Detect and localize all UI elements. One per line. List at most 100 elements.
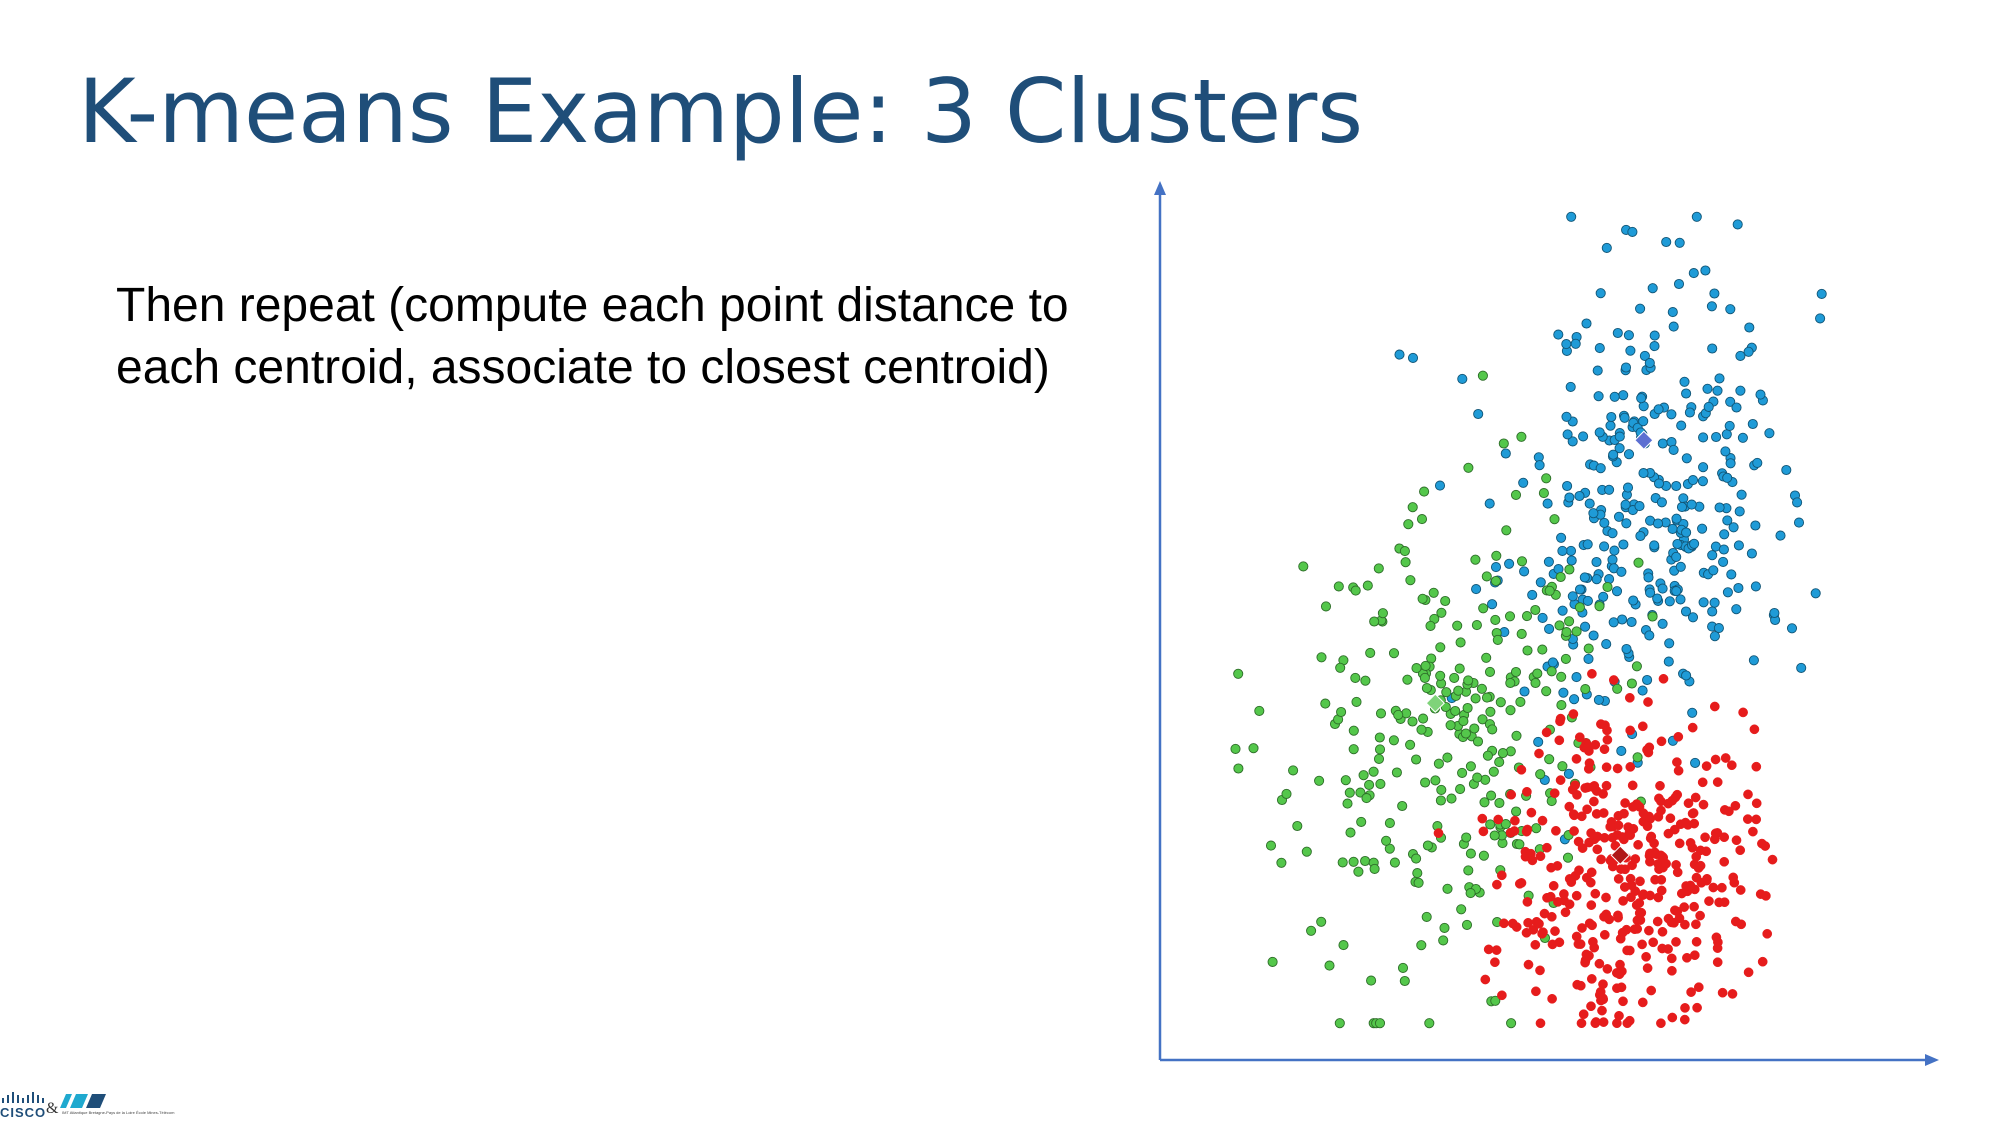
cluster-1-point [1735, 385, 1746, 396]
cluster-3-point [1493, 814, 1504, 825]
cluster-3-point [1691, 919, 1701, 930]
cluster-1-point [1722, 515, 1733, 526]
cluster-1-point [1623, 449, 1635, 460]
cluster-2-point [1407, 502, 1418, 513]
cluster-3-point [1688, 808, 1699, 818]
cluster-2-point [1388, 735, 1399, 746]
cluster-2-point [1470, 693, 1481, 704]
cluster-1-point [1582, 595, 1593, 606]
cluster-3-point [1656, 1018, 1666, 1029]
cluster-2-point [1430, 775, 1441, 786]
cluster-1-point [1744, 322, 1755, 333]
cluster-3-point [1537, 815, 1548, 826]
cluster-2-point [1337, 857, 1348, 868]
cluster-1-point [1407, 352, 1419, 363]
cluster-1-point [1563, 768, 1574, 779]
cluster-3-point [1700, 832, 1710, 843]
cluster-3-point [1680, 817, 1691, 828]
cluster-1-point [1810, 588, 1821, 599]
cluster-3-point [1599, 832, 1610, 843]
cluster-1-point [1652, 518, 1664, 529]
cluster-1-point [1815, 313, 1826, 324]
cluster-2-point [1411, 853, 1422, 864]
cluster-1-point [1471, 584, 1482, 595]
cluster-1-point [1562, 429, 1573, 440]
cluster-2-point [1442, 883, 1453, 894]
cluster-2-point [1419, 486, 1430, 497]
cluster-3-point [1555, 775, 1566, 785]
cluster-1-point [1709, 288, 1720, 299]
cluster-2-point [1281, 788, 1292, 799]
cluster-1-point [1681, 670, 1692, 681]
cluster-1-point [1534, 460, 1545, 471]
cluster-2-point [1450, 705, 1461, 717]
cluster-3-point [1625, 725, 1636, 736]
cluster-1-point [1702, 383, 1713, 394]
cluster-1-point [1737, 432, 1748, 443]
cluster-1-point [1722, 472, 1733, 483]
cluster-3-point [1586, 900, 1597, 910]
cluster-3-point [1651, 849, 1662, 860]
cluster-1-point [1621, 643, 1632, 655]
cluster-1-point [1707, 550, 1718, 561]
cluster-1-point [1678, 493, 1689, 504]
cluster-1-point [1657, 618, 1668, 629]
cluster-3-point [1693, 982, 1704, 993]
cluster-3-point [1576, 1018, 1587, 1029]
cluster-1-point [1639, 350, 1650, 361]
cluster-2-point [1521, 611, 1533, 622]
cluster-1-point [1671, 551, 1682, 562]
cluster-2-point [1490, 995, 1501, 1006]
cluster-1-point [1725, 396, 1736, 407]
cluster-2-point [1555, 571, 1566, 583]
cluster-2-point [1564, 616, 1575, 627]
cluster-2-point [1421, 911, 1432, 922]
cluster-1-point [1607, 554, 1618, 565]
cluster-3-point [1620, 864, 1630, 875]
cluster-3-point [1535, 851, 1546, 862]
cluster-1-point [1607, 528, 1618, 539]
cluster-2-point [1350, 585, 1361, 596]
imt-atlantique-logo-icon [60, 1094, 106, 1108]
cluster-2-point [1535, 769, 1546, 780]
cluster-1-point [1675, 594, 1686, 605]
cluster-1-point [1535, 577, 1546, 588]
cluster-3-point [1571, 890, 1582, 901]
cluster-3-point [1632, 924, 1643, 934]
cluster-1-point [1578, 431, 1589, 442]
cluster-1-point [1606, 411, 1617, 423]
cluster-3-point [1554, 735, 1565, 746]
cluster-2-point [1420, 660, 1431, 671]
cluster-2-point [1353, 866, 1364, 877]
cluster-3-point [1691, 936, 1702, 947]
cluster-3-point [1757, 956, 1768, 967]
cluster-1-point [1750, 581, 1761, 592]
cluster-2-point [1412, 868, 1423, 879]
cluster-1-point [1604, 484, 1615, 495]
cluster-1-point [1557, 545, 1568, 556]
cluster-2-point [1381, 835, 1392, 846]
cluster-2-point [1574, 602, 1585, 613]
cluster-3-point [1614, 1010, 1624, 1021]
cluster-3-point [1630, 854, 1641, 864]
cluster-1-point [1681, 453, 1692, 464]
cluster-1-point [1674, 237, 1685, 248]
cluster-2-point [1531, 823, 1542, 834]
cluster-1-point [1595, 288, 1606, 299]
cluster-1-point [1634, 501, 1645, 512]
cluster-3-point [1695, 910, 1705, 921]
cluster-3-point [1613, 820, 1624, 831]
cluster-3-point [1613, 810, 1624, 821]
cluster-1-point [1542, 498, 1553, 509]
cluster-3-point [1625, 873, 1636, 884]
cluster-3-point [1584, 837, 1594, 848]
cluster-1-point [1663, 656, 1674, 667]
cluster-3-point [1553, 897, 1563, 907]
cluster-1-point [1709, 631, 1720, 642]
cluster-2-point [1511, 730, 1522, 741]
cluster-2-point [1538, 488, 1549, 499]
cluster-3-point [1542, 842, 1552, 853]
cluster-1-point [1457, 373, 1468, 384]
cluster-1-point [1725, 458, 1736, 469]
cluster-2-point [1301, 846, 1312, 857]
